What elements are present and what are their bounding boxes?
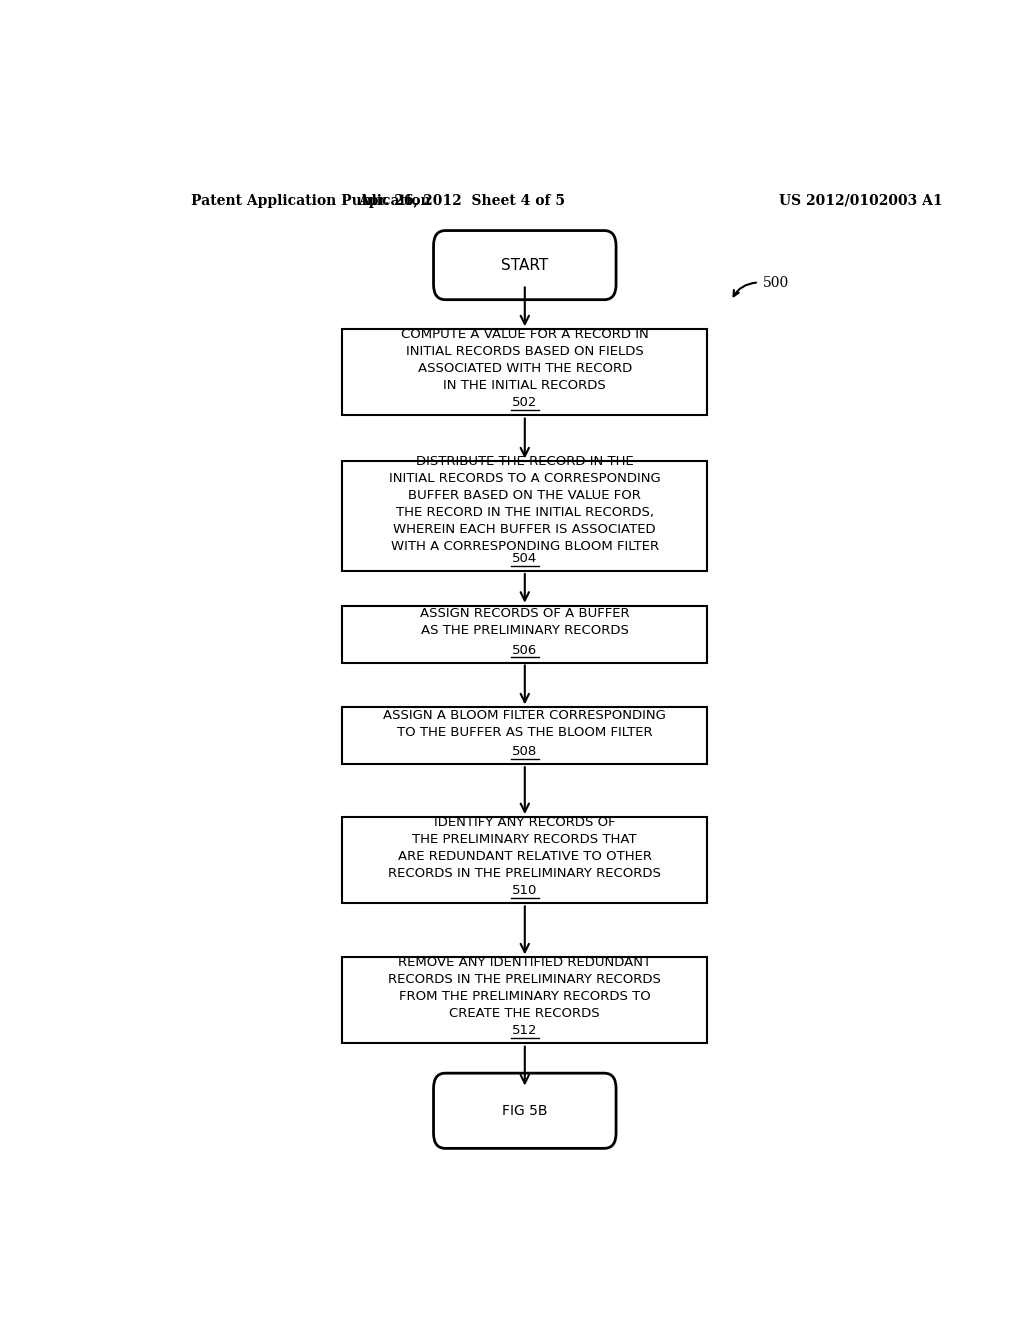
Text: 502: 502 — [512, 396, 538, 409]
Text: 510: 510 — [512, 884, 538, 898]
FancyBboxPatch shape — [433, 231, 616, 300]
Text: 512: 512 — [512, 1024, 538, 1038]
Text: DISTRIBUTE THE RECORD IN THE
INITIAL RECORDS TO A CORRESPONDING
BUFFER BASED ON : DISTRIBUTE THE RECORD IN THE INITIAL REC… — [389, 455, 660, 553]
Text: REMOVE ANY IDENTIFIED REDUNDANT
RECORDS IN THE PRELIMINARY RECORDS
FROM THE PREL: REMOVE ANY IDENTIFIED REDUNDANT RECORDS … — [388, 956, 662, 1020]
FancyBboxPatch shape — [433, 1073, 616, 1148]
Text: Apr. 26, 2012  Sheet 4 of 5: Apr. 26, 2012 Sheet 4 of 5 — [357, 194, 565, 209]
FancyBboxPatch shape — [342, 708, 708, 764]
Text: COMPUTE A VALUE FOR A RECORD IN
INITIAL RECORDS BASED ON FIELDS
ASSOCIATED WITH : COMPUTE A VALUE FOR A RECORD IN INITIAL … — [401, 327, 648, 392]
Text: START: START — [501, 257, 549, 273]
Text: IDENTIFY ANY RECORDS OF
THE PRELIMINARY RECORDS THAT
ARE REDUNDANT RELATIVE TO O: IDENTIFY ANY RECORDS OF THE PRELIMINARY … — [388, 816, 662, 879]
Text: ASSIGN A BLOOM FILTER CORRESPONDING
TO THE BUFFER AS THE BLOOM FILTER: ASSIGN A BLOOM FILTER CORRESPONDING TO T… — [383, 709, 667, 738]
Text: ASSIGN RECORDS OF A BUFFER
AS THE PRELIMINARY RECORDS: ASSIGN RECORDS OF A BUFFER AS THE PRELIM… — [420, 607, 630, 636]
FancyBboxPatch shape — [342, 817, 708, 903]
FancyBboxPatch shape — [342, 606, 708, 663]
FancyBboxPatch shape — [342, 957, 708, 1043]
Text: FIG 5B: FIG 5B — [502, 1104, 548, 1118]
Text: 500: 500 — [763, 276, 790, 290]
FancyBboxPatch shape — [342, 461, 708, 572]
Text: 506: 506 — [512, 644, 538, 657]
Text: 508: 508 — [512, 746, 538, 759]
Text: 504: 504 — [512, 552, 538, 565]
Text: FIG. 5A: FIG. 5A — [487, 230, 562, 248]
Text: Patent Application Publication: Patent Application Publication — [191, 194, 431, 209]
Text: US 2012/0102003 A1: US 2012/0102003 A1 — [778, 194, 942, 209]
FancyBboxPatch shape — [342, 329, 708, 414]
